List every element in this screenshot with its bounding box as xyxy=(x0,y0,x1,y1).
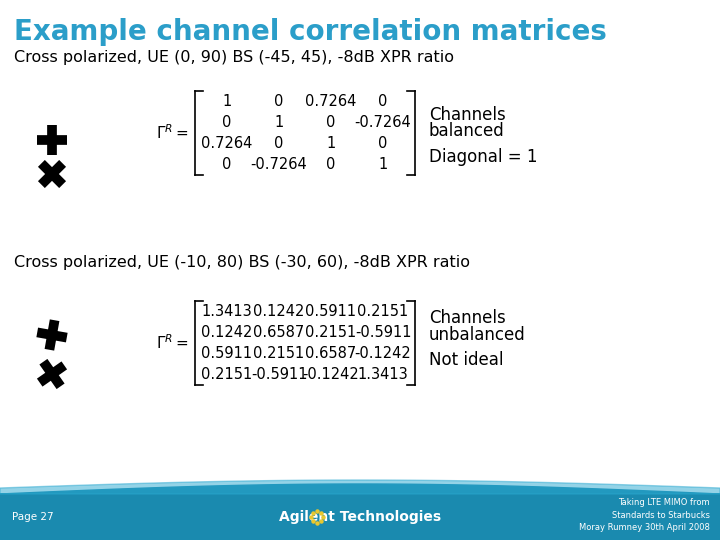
Text: Cross polarized, UE (0, 90) BS (-45, 45), -8dB XPR ratio: Cross polarized, UE (0, 90) BS (-45, 45)… xyxy=(14,50,454,65)
Text: 1: 1 xyxy=(274,115,284,130)
Text: 0.5911: 0.5911 xyxy=(305,304,356,319)
Text: -0.5911: -0.5911 xyxy=(355,325,411,340)
Text: Taking LTE MIMO from
Standards to Starbucks
Moray Rumney 30th April 2008: Taking LTE MIMO from Standards to Starbu… xyxy=(579,498,710,532)
Text: Diagonal = 1: Diagonal = 1 xyxy=(429,147,538,166)
Text: 0.2151: 0.2151 xyxy=(357,304,409,319)
Text: $\Gamma^R =$: $\Gamma^R =$ xyxy=(156,124,189,143)
Text: balanced: balanced xyxy=(429,123,505,140)
Bar xyxy=(0,494,720,540)
Text: -0.1242: -0.1242 xyxy=(355,346,411,361)
Text: 0.7264: 0.7264 xyxy=(202,136,253,151)
Text: -0.7264: -0.7264 xyxy=(251,157,307,172)
Text: 0: 0 xyxy=(222,115,232,130)
Text: Page 27: Page 27 xyxy=(12,512,53,522)
Text: -0.7264: -0.7264 xyxy=(355,115,411,130)
Text: 0: 0 xyxy=(274,136,284,151)
Text: -0.5911: -0.5911 xyxy=(251,367,307,382)
Text: Cross polarized, UE (-10, 80) BS (-30, 60), -8dB XPR ratio: Cross polarized, UE (-10, 80) BS (-30, 6… xyxy=(14,255,470,270)
Text: 0.2151: 0.2151 xyxy=(253,346,305,361)
Text: 1.3413: 1.3413 xyxy=(202,304,253,319)
Text: 0.7264: 0.7264 xyxy=(305,94,356,109)
Text: unbalanced: unbalanced xyxy=(429,326,526,343)
Text: Example channel correlation matrices: Example channel correlation matrices xyxy=(14,18,607,46)
Text: Not ideal: Not ideal xyxy=(429,351,503,369)
Text: Agilent Technologies: Agilent Technologies xyxy=(279,510,441,524)
Text: 1: 1 xyxy=(379,157,387,172)
Text: 0: 0 xyxy=(378,136,387,151)
Text: 0: 0 xyxy=(378,94,387,109)
Text: 0.1242: 0.1242 xyxy=(202,325,253,340)
Text: 1: 1 xyxy=(222,94,232,109)
Text: Channels: Channels xyxy=(429,105,505,124)
Text: 0.2151: 0.2151 xyxy=(305,325,356,340)
Text: 0: 0 xyxy=(274,94,284,109)
Text: 0.2151: 0.2151 xyxy=(202,367,253,382)
Text: -0.1242: -0.1242 xyxy=(302,367,359,382)
Text: 0.5911: 0.5911 xyxy=(202,346,253,361)
Text: 0.6587: 0.6587 xyxy=(305,346,356,361)
Text: 0: 0 xyxy=(326,115,336,130)
Text: 0: 0 xyxy=(222,157,232,172)
Text: 0.6587: 0.6587 xyxy=(253,325,305,340)
Text: 1: 1 xyxy=(326,136,336,151)
Text: Channels: Channels xyxy=(429,309,505,327)
Text: 0: 0 xyxy=(326,157,336,172)
Text: 0.1242: 0.1242 xyxy=(253,304,305,319)
Text: 1.3413: 1.3413 xyxy=(358,367,408,382)
Text: $\Gamma^R =$: $\Gamma^R =$ xyxy=(156,334,189,352)
